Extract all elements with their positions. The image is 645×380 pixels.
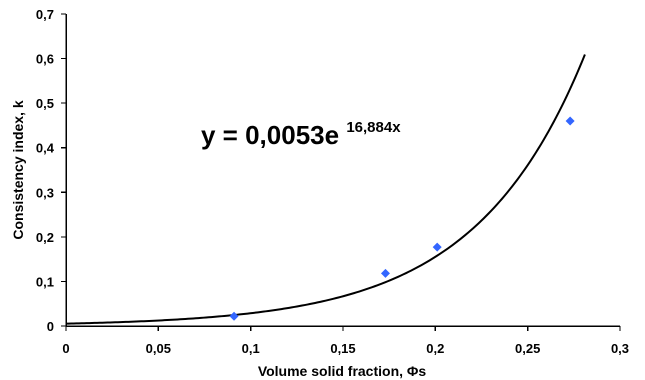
x-tick-label: 0 bbox=[62, 341, 69, 356]
y-tick-label: 0,5 bbox=[36, 96, 54, 111]
trendline-equation: y = 0,0053e 16,884x bbox=[201, 119, 401, 150]
x-tick-label: 0,1 bbox=[242, 341, 260, 356]
data-point bbox=[229, 311, 239, 321]
data-point bbox=[432, 242, 442, 252]
trendline-layer bbox=[65, 54, 586, 325]
axes bbox=[65, 14, 620, 327]
x-axis-title: Volume solid fraction, Φs bbox=[258, 363, 427, 379]
y-tick-label: 0,7 bbox=[36, 7, 54, 22]
y-tick-label: 0,4 bbox=[36, 141, 55, 156]
x-tick-label: 0,15 bbox=[330, 341, 355, 356]
y-tick-label: 0,2 bbox=[36, 230, 54, 245]
ticks: 0 0,05 0,1 0,15 0,2 0,25 0,3 0 0,1 0,2 0,3 0,4 0,5 0,… bbox=[36, 7, 629, 356]
x-tick-label: 0,3 bbox=[611, 341, 629, 356]
x-tick-label: 0,25 bbox=[515, 341, 540, 356]
data-points bbox=[229, 116, 575, 321]
y-tick-label: 0 bbox=[47, 319, 54, 334]
x-tick-label: 0,2 bbox=[426, 341, 444, 356]
data-point bbox=[565, 116, 575, 126]
trendline-equation-main: y = 0,0053e bbox=[201, 120, 339, 150]
y-tick-label: 0,1 bbox=[36, 274, 54, 289]
y-axis-title: Consistency index, k bbox=[10, 100, 26, 239]
trendline-equation-exponent: 16,884x bbox=[346, 119, 401, 136]
data-point bbox=[380, 268, 390, 278]
y-tick-label: 0,3 bbox=[36, 185, 54, 200]
y-tick-label: 0,6 bbox=[36, 52, 54, 67]
x-tick-label: 0,05 bbox=[146, 341, 171, 356]
trendline-curve bbox=[65, 54, 586, 325]
